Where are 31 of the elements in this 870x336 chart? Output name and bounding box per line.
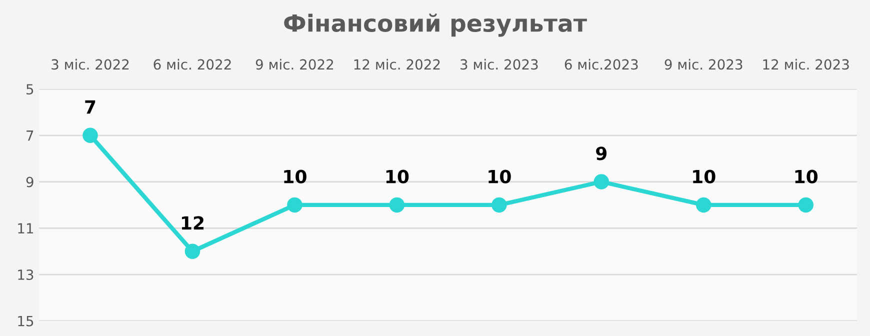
x-tick-label: 12 міс. 2023 [763,58,849,70]
point [594,174,610,190]
y-tick-label: 15 [18,316,34,326]
x-tick-label: 12 міс. 2022 [354,58,440,70]
data-label: 7 [85,100,96,114]
y-tick-label: 7 [26,130,34,141]
data-label: 10 [795,170,818,184]
point [492,197,507,213]
x-tick-label: 6 міс.2023 [564,58,638,70]
data-label: 12 [182,216,204,230]
point [389,197,405,213]
point [696,197,712,213]
x-tick-label: 3 міс. 2023 [460,58,538,70]
point [798,197,814,213]
data-label: 10 [693,170,716,184]
y-tick-label: 11 [18,223,34,234]
data-label: 10 [386,170,409,184]
y-tick-label: 9 [26,176,34,188]
data-label: 10 [284,170,306,184]
data-label: 9 [596,146,607,160]
chart-title: Фінансовий результат [284,14,587,37]
x-tick-label: 9 міс. 2022 [256,58,334,70]
x-tick-label: 6 міс. 2022 [154,58,231,70]
x-tick-label: 3 міс. 2022 [52,58,129,70]
y-tick-label: 5 [26,84,34,95]
point [184,244,200,259]
x-tick-label: 9 міс. 2023 [664,58,742,70]
point [287,197,302,213]
data-label: 10 [488,170,511,184]
point [82,128,98,144]
y-tick-label: 13 [18,269,34,280]
